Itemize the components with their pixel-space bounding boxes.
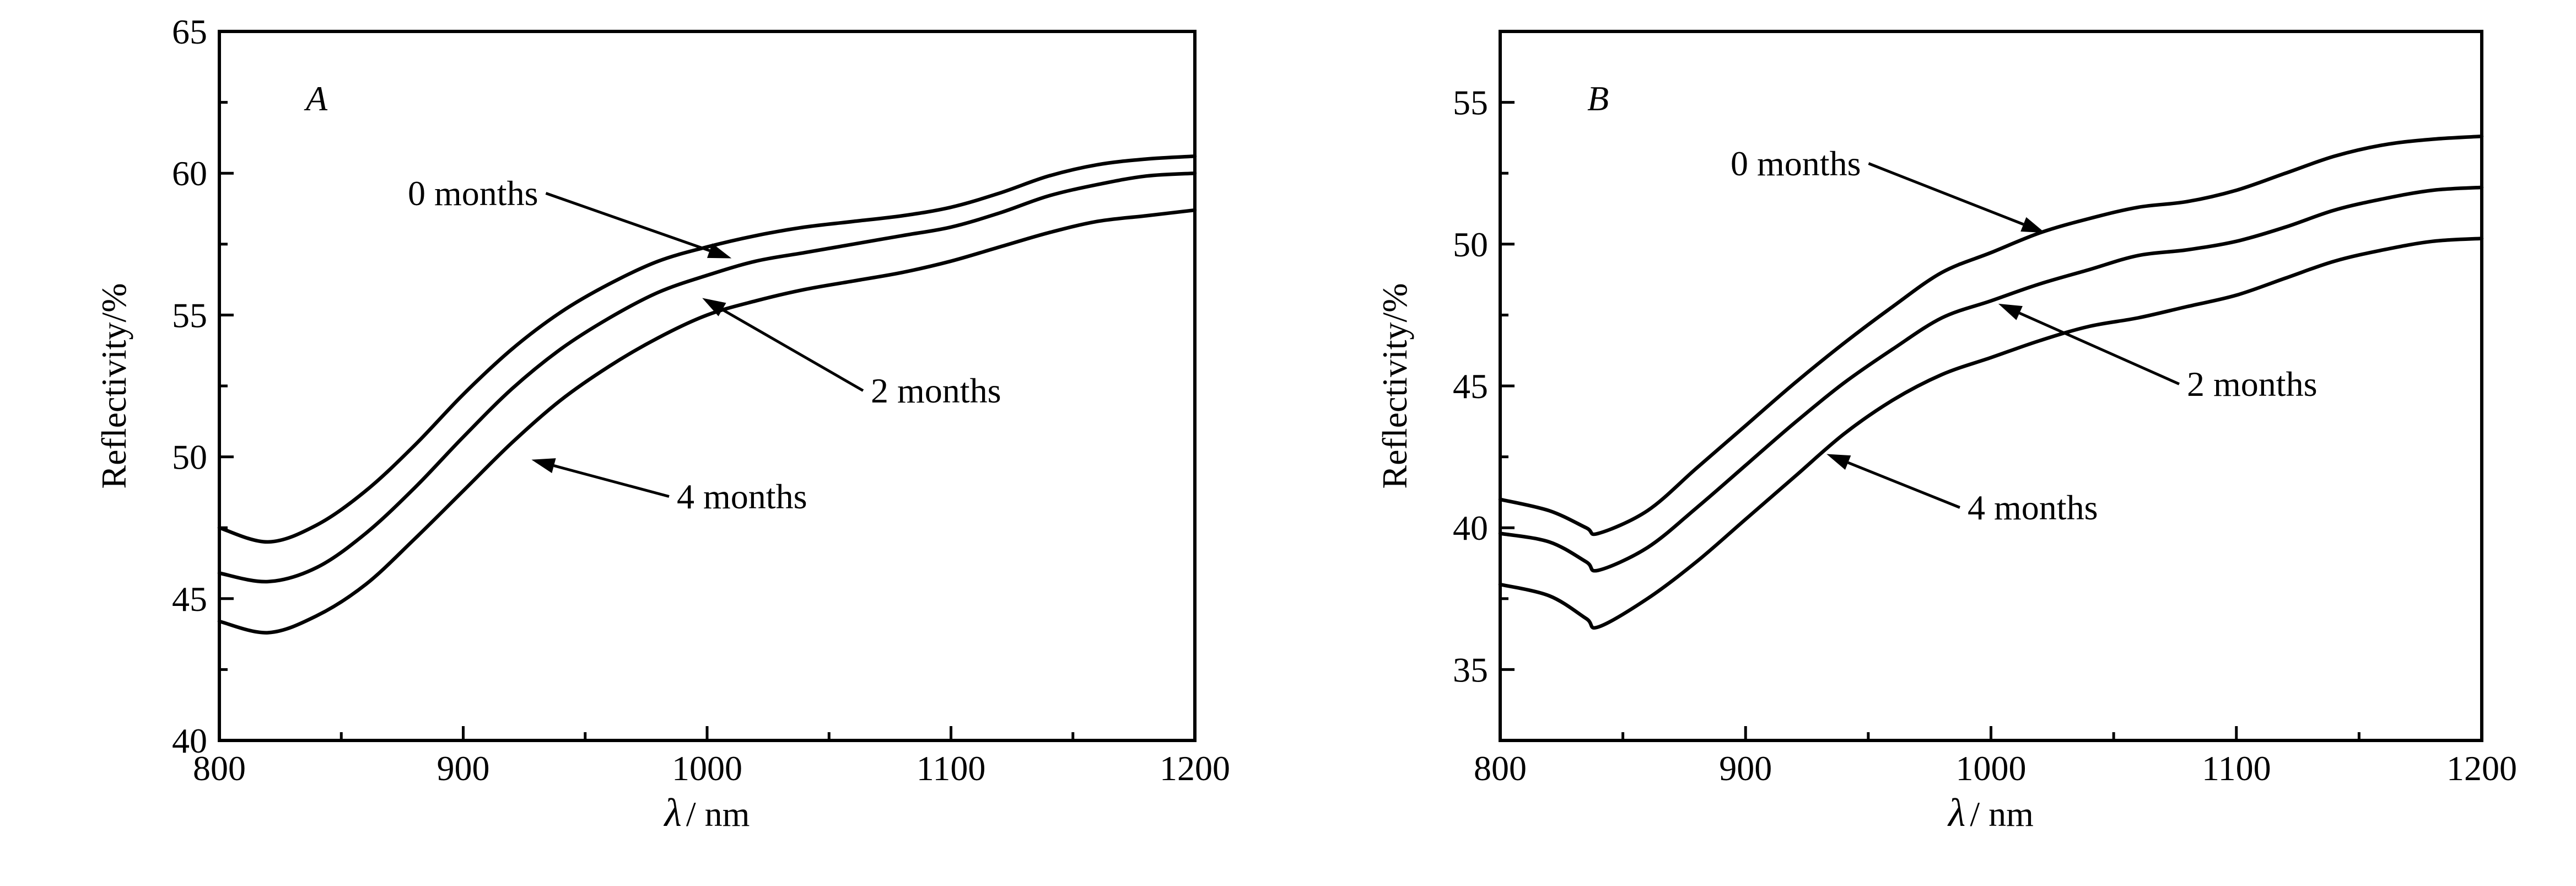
series-line-2-months <box>217 171 1197 584</box>
annotation-arrow-head <box>1998 303 2023 320</box>
annotation-arrow <box>2019 312 2180 385</box>
annotation-arrow-head <box>702 298 726 316</box>
annotation-arrow <box>545 192 710 252</box>
x-axis-symbol: λ <box>664 791 682 835</box>
x-axis-title: λ / nm <box>1947 791 2034 835</box>
series-line-4-months <box>217 208 1197 635</box>
annotation-arrow-head <box>2020 217 2045 233</box>
x-tick-label: 1100 <box>917 749 986 788</box>
series-line-0-months <box>217 154 1197 544</box>
series-line-2-months <box>1498 185 2484 573</box>
annotation-label: 2 months <box>871 371 1001 410</box>
annotation-label: 4 months <box>677 477 807 516</box>
x-tick-label: 1000 <box>1956 749 2027 788</box>
y-tick-label: 45 <box>1453 367 1488 406</box>
y-tick-label: 40 <box>1453 508 1488 547</box>
y-tick-label: 60 <box>172 154 207 193</box>
y-tick-label: 45 <box>172 579 207 619</box>
y-tick-label: 55 <box>172 296 207 335</box>
panel-a: 800 900 1000 1100 1200 40 45 50 55 60 65 λ / nm Refle… <box>94 12 1230 835</box>
y-tick-label: 35 <box>1453 650 1488 689</box>
x-tick-label: 1100 <box>2202 749 2271 788</box>
y-tick-label: 50 <box>1453 225 1488 264</box>
y-axis-title: Reflectivity/% <box>1375 283 1414 488</box>
x-tick-label: 800 <box>193 749 246 788</box>
x-tick-label: 1200 <box>2446 749 2517 788</box>
x-tick-label: 900 <box>1719 749 1772 788</box>
x-axis-title: λ / nm <box>664 791 750 835</box>
annotation-arrow <box>721 308 864 392</box>
annotation-label: 0 months <box>1731 144 1861 183</box>
annotation-label: 0 months <box>408 174 538 213</box>
x-tick-label: 800 <box>1474 749 1527 788</box>
x-tick-label: 1000 <box>672 749 742 788</box>
annotation-arrow-head <box>707 243 732 259</box>
annotation-label: 4 months <box>1968 488 2098 527</box>
annotation-arrow <box>1847 461 1960 509</box>
x-axis-unit: / nm <box>1970 794 2034 834</box>
panel-label: B <box>1587 79 1609 118</box>
annotation-arrow-head <box>531 458 556 474</box>
annotation-label: 2 months <box>2187 364 2317 404</box>
plot-frame <box>218 30 1197 742</box>
y-axis-title: Reflectivity/% <box>94 283 133 488</box>
x-axis-unit: / nm <box>686 794 750 834</box>
annotation-arrow <box>553 464 670 498</box>
annotation-arrow <box>1868 162 2024 226</box>
y-tick-label: 55 <box>1453 83 1488 122</box>
annotation-arrow-head <box>1826 454 1851 470</box>
x-tick-label: 900 <box>437 749 490 788</box>
series-line-0-months <box>1498 135 2484 536</box>
x-tick-label: 1200 <box>1160 749 1230 788</box>
plot-frame <box>1499 30 2483 742</box>
y-tick-label: 40 <box>172 721 207 760</box>
y-tick-label: 65 <box>172 12 207 51</box>
panel-b: 800 900 1000 1100 1200 35 40 45 50 55 λ / nm Reflect… <box>1375 30 2517 835</box>
x-axis-symbol: λ <box>1947 791 1965 835</box>
series-line-4-months <box>1498 237 2484 630</box>
panel-label: A <box>304 79 328 118</box>
y-tick-label: 50 <box>172 438 207 477</box>
